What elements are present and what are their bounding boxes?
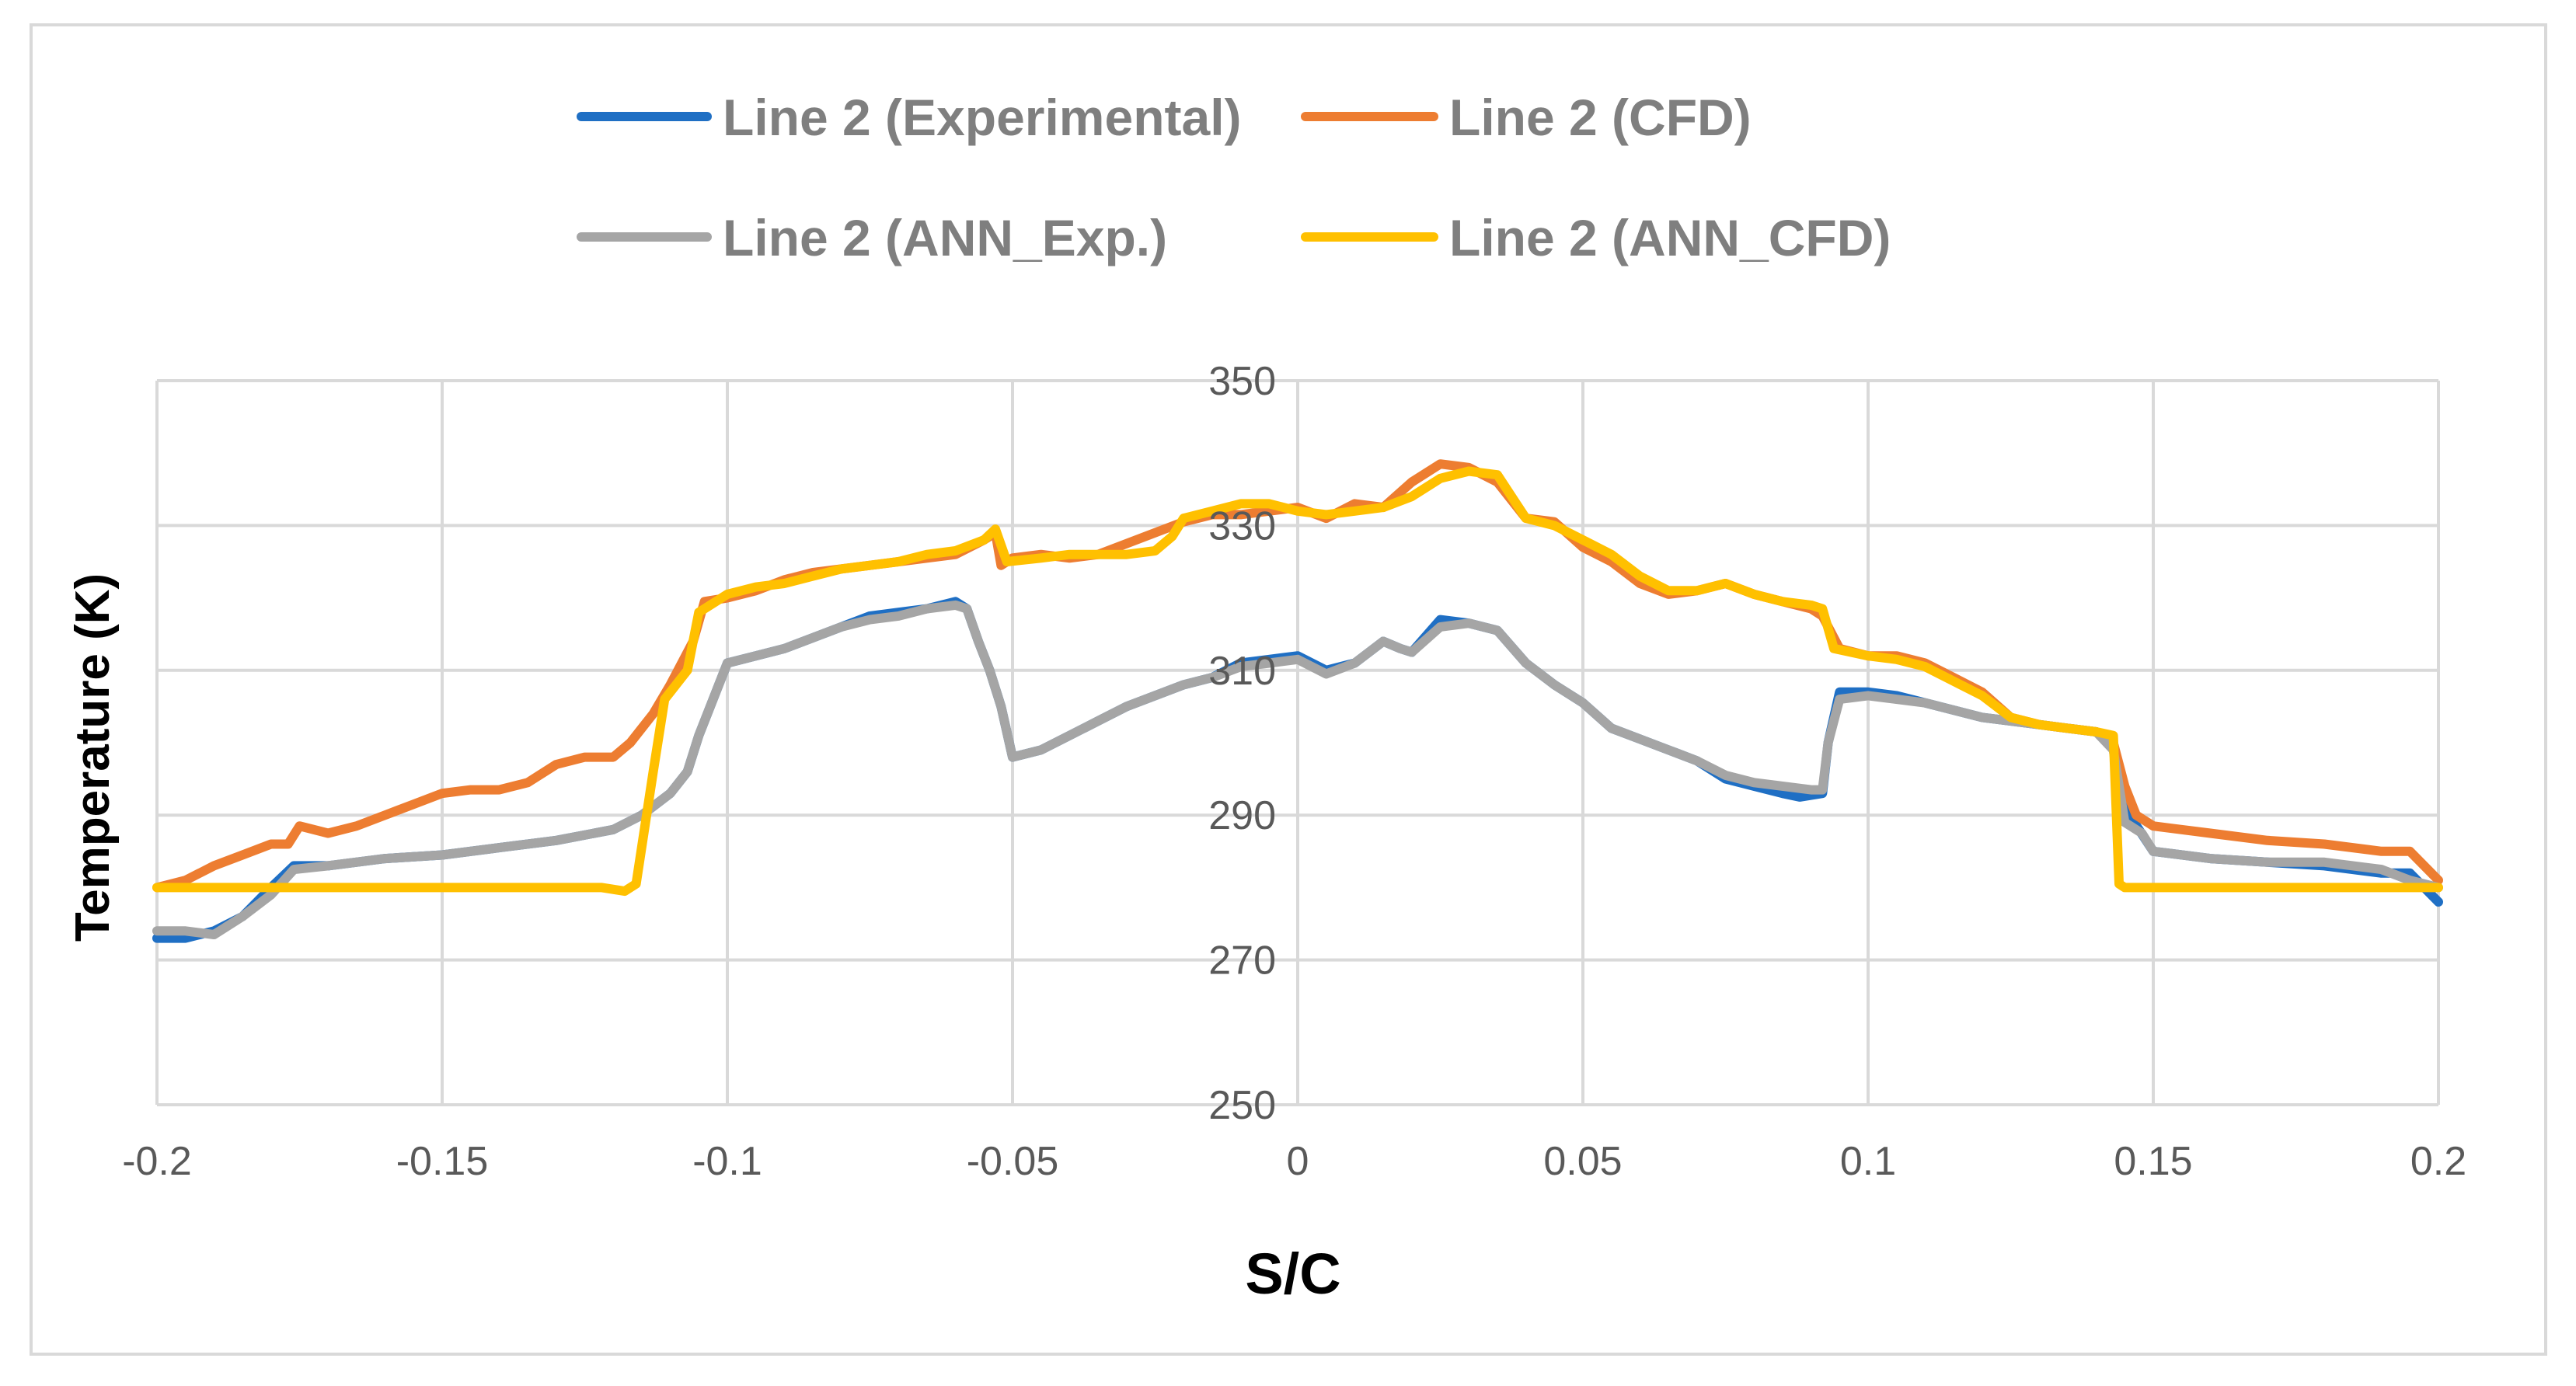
y-tick-label: 270 [1208, 939, 1276, 984]
legend-label-ann-exp: Line 2 (ANN_Exp.) [723, 209, 1167, 266]
x-tick-labels: -0.2 -0.15 -0.1 -0.05 0 0.05 0.1 0.15 0.2 [122, 1139, 2466, 1184]
x-tick-label: 0.1 [1840, 1139, 1896, 1184]
legend-label-ann-cfd: Line 2 (ANN_CFD) [1449, 209, 1891, 266]
x-tick-label: -0.1 [692, 1139, 762, 1184]
x-tick-label: 0.2 [2410, 1139, 2466, 1184]
legend-label-cfd: Line 2 (CFD) [1449, 89, 1752, 146]
legend-label-experimental: Line 2 (Experimental) [723, 89, 1242, 146]
series-line-ann-exp [152, 600, 2443, 939]
legend: Line 2 (Experimental) Line 2 (CFD) Line … [577, 89, 1891, 266]
x-tick-label: 0 [1287, 1139, 1309, 1184]
y-tick-label: 290 [1208, 793, 1276, 838]
gridlines [155, 379, 2440, 1106]
y-tick-labels: 250 270 290 310 330 350 [1208, 359, 1276, 1128]
x-axis-title: S/C [1245, 1241, 1340, 1306]
x-tick-label: 0.15 [2114, 1139, 2192, 1184]
x-tick-label: -0.2 [122, 1139, 192, 1184]
y-tick-label: 330 [1208, 503, 1276, 548]
x-tick-label: -0.15 [396, 1139, 489, 1184]
chart-frame [30, 23, 2547, 1356]
x-tick-label: -0.05 [967, 1139, 1059, 1184]
y-axis-title: Temperature (K) [66, 573, 120, 942]
y-tick-label: 250 [1208, 1083, 1276, 1128]
x-tick-label: 0.05 [1543, 1139, 1622, 1184]
series-layer [152, 459, 2443, 943]
series-line-ann-cfd [152, 466, 2443, 897]
y-tick-label: 310 [1208, 649, 1276, 694]
y-tick-label: 350 [1208, 359, 1276, 404]
